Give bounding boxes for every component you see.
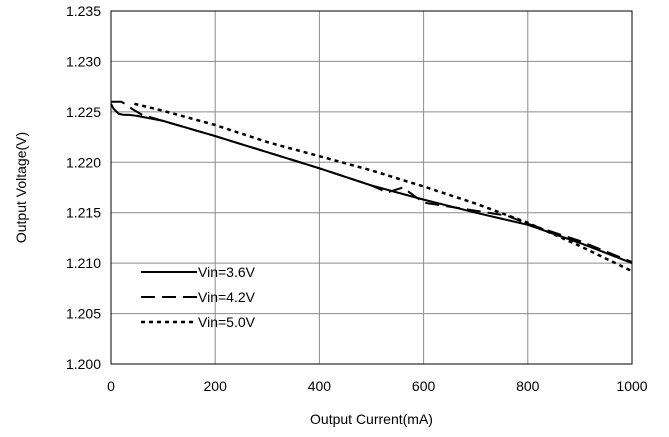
- y-axis-title: Output Voltage(V): [13, 132, 29, 243]
- legend-label: Vin=3.6V: [198, 264, 256, 280]
- x-tick-label: 800: [516, 378, 540, 394]
- x-axis-title: Output Current(mA): [310, 411, 433, 427]
- series-line-dashed: [111, 100, 633, 264]
- legend-label: Vin=4.2V: [198, 289, 256, 305]
- x-tick-label: 0: [107, 378, 115, 394]
- series-lines: [110, 100, 633, 273]
- x-tick-label: 600: [412, 378, 436, 394]
- y-tick-label: 1.220: [66, 154, 101, 170]
- y-tick-label: 1.235: [66, 3, 101, 19]
- y-tick-label: 1.225: [66, 104, 101, 120]
- x-tick-label: 400: [308, 378, 332, 394]
- plot-area-border: [110, 10, 633, 365]
- y-tick-label: 1.200: [66, 356, 101, 372]
- y-tick-label: 1.210: [66, 255, 101, 271]
- y-tick-label: 1.205: [66, 306, 101, 322]
- legend: Vin=3.6V Vin=4.2V Vin=5.0V: [141, 264, 256, 330]
- legend-label: Vin=5.0V: [198, 314, 256, 330]
- series-line-dotted: [134, 102, 633, 273]
- y-tick-label: 1.230: [66, 53, 101, 69]
- x-tick-label: 200: [204, 378, 228, 394]
- y-tick-label: 1.215: [66, 205, 101, 221]
- tick-labels: 0 200 400 600 800 1000 1.200 1.205 1.210 1.215 1.2…: [66, 3, 648, 394]
- x-tick-label: 1000: [616, 378, 647, 394]
